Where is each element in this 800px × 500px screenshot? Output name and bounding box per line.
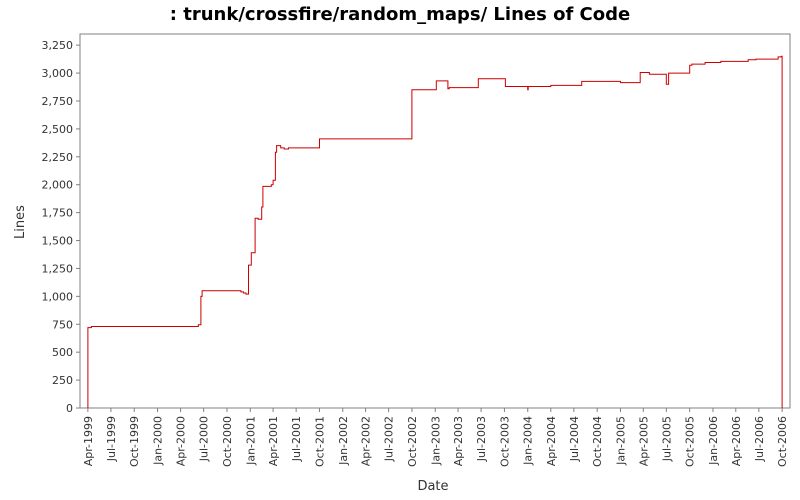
y-tick-label: 750 [52,318,73,331]
x-tick-label: Jan-2005 [614,416,627,466]
y-tick-label: 3,250 [42,39,74,52]
x-tick-label: Oct-1999 [128,416,141,467]
x-tick-label: Apr-2006 [730,416,743,466]
y-tick-label: 1,750 [42,207,74,220]
y-tick-label: 1,250 [42,262,74,275]
x-tick-label: Jul-2001 [290,416,303,462]
x-tick-label: Oct-2003 [498,416,511,467]
x-tick-label: Apr-2000 [175,416,188,466]
x-axis-title: Date [417,479,448,494]
x-tick-label: Apr-2003 [452,416,465,466]
x-tick-label: Oct-2006 [776,416,789,467]
x-tick-label: Jul-2005 [660,416,673,462]
x-tick-label: Jan-2002 [337,416,350,466]
y-axis: 0 250 500 750 1,000 1,250 1,500 1,750 2,000 2,250… [42,39,80,415]
x-tick-label: Jan-2003 [429,416,442,466]
y-tick-label: 1,000 [42,290,74,303]
x-tick-label: Jul-1999 [105,416,118,462]
y-tick-label: 2,000 [42,179,74,192]
x-tick-label: Apr-1999 [82,416,95,466]
x-axis: Apr-1999 Jul-1999 Oct-1999 Jan-2000 Apr-2000… [82,408,789,467]
x-tick-label: Oct-2002 [406,416,419,467]
y-tick-label: 0 [66,402,73,415]
x-tick-label: Oct-2004 [591,416,604,467]
x-tick-label: Oct-2005 [684,416,697,467]
y-tick-label: 2,750 [42,95,74,108]
x-tick-label: Jan-2000 [152,416,165,466]
y-axis-title: Lines [13,205,28,239]
x-tick-label: Jan-2006 [707,416,720,466]
x-tick-label: Jul-2004 [568,416,581,462]
plot-area [79,33,791,409]
x-tick-label: Jul-2000 [198,416,211,462]
y-tick-label: 3,000 [42,67,74,80]
x-tick-label: Apr-2002 [360,416,373,466]
x-tick-label: Jul-2006 [753,416,766,462]
y-tick-label: 2,250 [42,151,74,164]
x-tick-label: Jul-2002 [383,416,396,462]
x-tick-label: Oct-2001 [313,416,326,467]
x-tick-label: Apr-2001 [267,416,280,466]
y-tick-label: 2,500 [42,123,74,136]
x-tick-label: Apr-2004 [545,416,558,466]
y-tick-label: 250 [52,374,73,387]
chart-title: : trunk/crossfire/random_maps/ Lines of … [170,4,630,25]
x-tick-label: Jan-2004 [522,416,535,466]
y-tick-label: 500 [52,346,73,359]
series-line [87,55,783,408]
x-tick-label: Apr-2005 [637,416,650,466]
x-tick-label: Oct-2000 [221,416,234,467]
x-tick-label: Jul-2003 [475,416,488,462]
y-tick-label: 1,500 [42,235,74,248]
x-tick-label: Jan-2001 [244,416,257,466]
